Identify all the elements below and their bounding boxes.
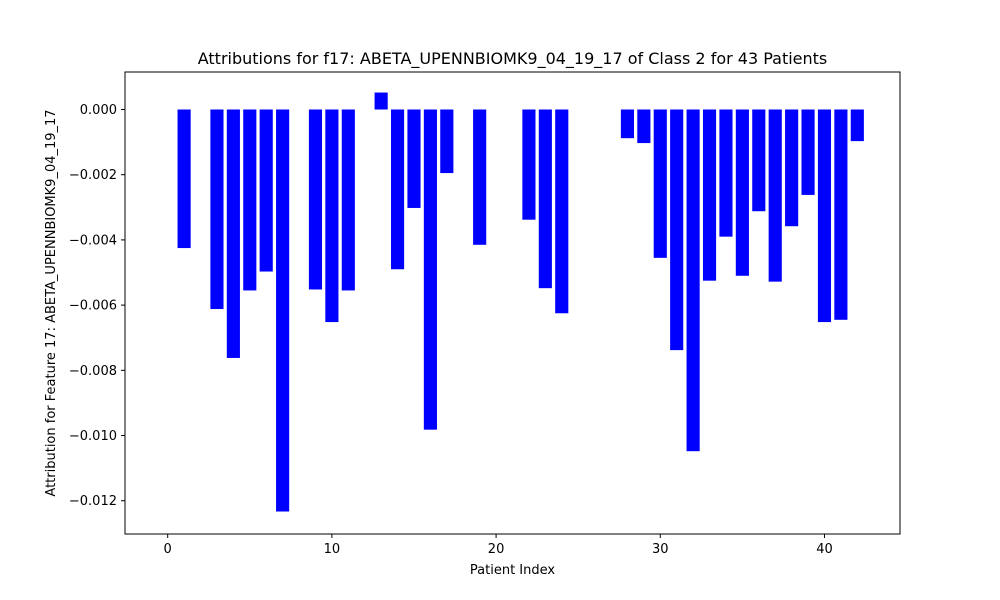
- y-tick-label: 0.000: [80, 103, 117, 118]
- plot-frame: [124, 71, 901, 535]
- bar-patient-5: [243, 109, 257, 291]
- bar-patient-40: [817, 109, 832, 323]
- bar-patient-28: [620, 109, 635, 139]
- y-axis-ticks: 0.000 −0.002 −0.004 −0.006 −0.008 −0.010 −0.01…: [69, 103, 125, 509]
- y-tick-label: −0.010: [69, 429, 117, 444]
- bar-patient-35: [735, 109, 749, 276]
- y-axis-label: Attribution for Feature 17: ABETA_UPENNB…: [44, 109, 59, 496]
- bar-patient-13: [374, 92, 388, 110]
- bar-patient-42: [850, 109, 864, 142]
- bar-patient-39: [801, 109, 815, 195]
- bar-patient-1: [177, 109, 191, 249]
- bar-patient-9: [308, 109, 323, 290]
- bar-patient-30: [653, 109, 667, 258]
- bar-patient-16: [423, 109, 437, 430]
- bar-patient-38: [785, 109, 799, 227]
- y-tick-label: −0.002: [69, 168, 117, 183]
- bar-patient-11: [341, 109, 355, 291]
- bar-patient-36: [752, 109, 766, 212]
- bar-patient-37: [768, 109, 782, 282]
- bar-patient-31: [670, 109, 684, 351]
- bar-patient-19: [473, 109, 487, 245]
- bar-patient-15: [407, 109, 421, 208]
- x-tick-label: 40: [816, 542, 833, 557]
- x-tick-label: 30: [652, 542, 669, 557]
- x-tick-label: 20: [488, 542, 505, 557]
- bar-patient-7: [276, 109, 290, 512]
- y-tick-label: −0.012: [69, 494, 117, 509]
- bar-patient-4: [226, 109, 240, 358]
- x-axis-ticks: 0 10 20 30 40: [164, 534, 833, 557]
- bar-patient-23: [538, 109, 552, 289]
- x-axis-label: Patient Index: [470, 563, 555, 578]
- bar-patient-22: [522, 109, 536, 220]
- bar-patient-33: [702, 109, 717, 281]
- y-tick-label: −0.008: [69, 364, 117, 379]
- bar-patient-6: [259, 109, 273, 272]
- bar-patient-17: [440, 109, 454, 174]
- bar-patient-34: [719, 109, 733, 237]
- bar-patient-10: [325, 109, 339, 323]
- x-tick-label: 0: [164, 542, 172, 557]
- bar-patient-41: [834, 109, 848, 320]
- x-tick-label: 10: [324, 542, 341, 557]
- bar-patient-24: [555, 109, 569, 314]
- bar-patient-29: [637, 109, 651, 144]
- chart-title: Attributions for f17: ABETA_UPENNBIOMK9_…: [198, 49, 828, 69]
- bar-patient-32: [686, 109, 700, 452]
- bar-patient-3: [210, 109, 224, 310]
- bar-patient-14: [390, 109, 405, 270]
- bars-group: [177, 92, 864, 512]
- y-tick-label: −0.004: [69, 233, 117, 248]
- y-tick-label: −0.006: [69, 299, 117, 314]
